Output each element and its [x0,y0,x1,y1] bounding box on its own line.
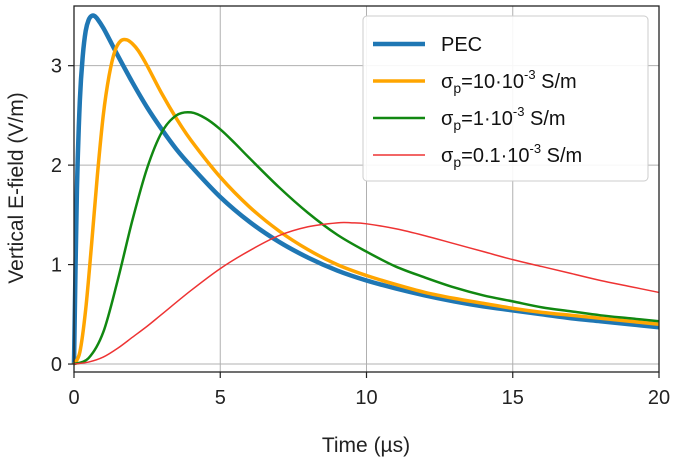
series-layer [71,13,660,366]
y-tick-label: 3 [51,56,62,78]
legend-text-part: -3 [513,104,525,119]
x-tick-label: 0 [68,387,79,409]
x-tick-label: 10 [355,387,377,409]
legend-text-part: p [453,154,461,170]
x-tick-label: 20 [648,387,670,409]
legend-text-part: -3 [524,67,536,82]
legend-text-part: S/m [536,71,577,93]
legend-text-part: -3 [530,141,542,156]
ticks: 0 5 10 15 20 0 1 2 3 [51,56,670,409]
legend-text-part: p [453,117,461,133]
legend-label-1: PEC [441,34,482,56]
legend-text-part: =0.1·10 [461,145,529,167]
series-line-4 [73,221,660,365]
legend-box [362,15,649,182]
y-tick-label: 0 [51,354,62,376]
series-line-3 [73,110,660,366]
legend-label-3: σp=1·10-3 S/m [441,104,566,133]
legend-text-part: S/m [524,108,565,130]
legend-text-part: =10·10 [461,71,524,93]
legend-text-part: =1·10 [461,108,513,130]
x-tick-label: 15 [502,387,524,409]
legend-text-part: PEC [441,34,482,56]
y-tick-label: 1 [51,255,62,277]
legend-text-part: σ [441,71,454,93]
y-axis-label: Vertical E-field (V/m) [5,92,28,283]
x-tick-label: 5 [215,387,226,409]
legend-text-part: σ [441,145,454,167]
y-tick-label: 2 [51,155,62,177]
legend-text-part: σ [441,108,454,130]
legend-label-4: σp=0.1·10-3 S/m [441,141,582,170]
legend-label-2: σp=10·10-3 S/m [441,67,577,96]
series-line-1 [71,13,660,365]
legend-text-part: S/m [541,145,582,167]
series-line-2 [72,37,660,365]
x-axis-label: Time (µs) [322,434,410,457]
legend-text-part: p [453,80,461,96]
